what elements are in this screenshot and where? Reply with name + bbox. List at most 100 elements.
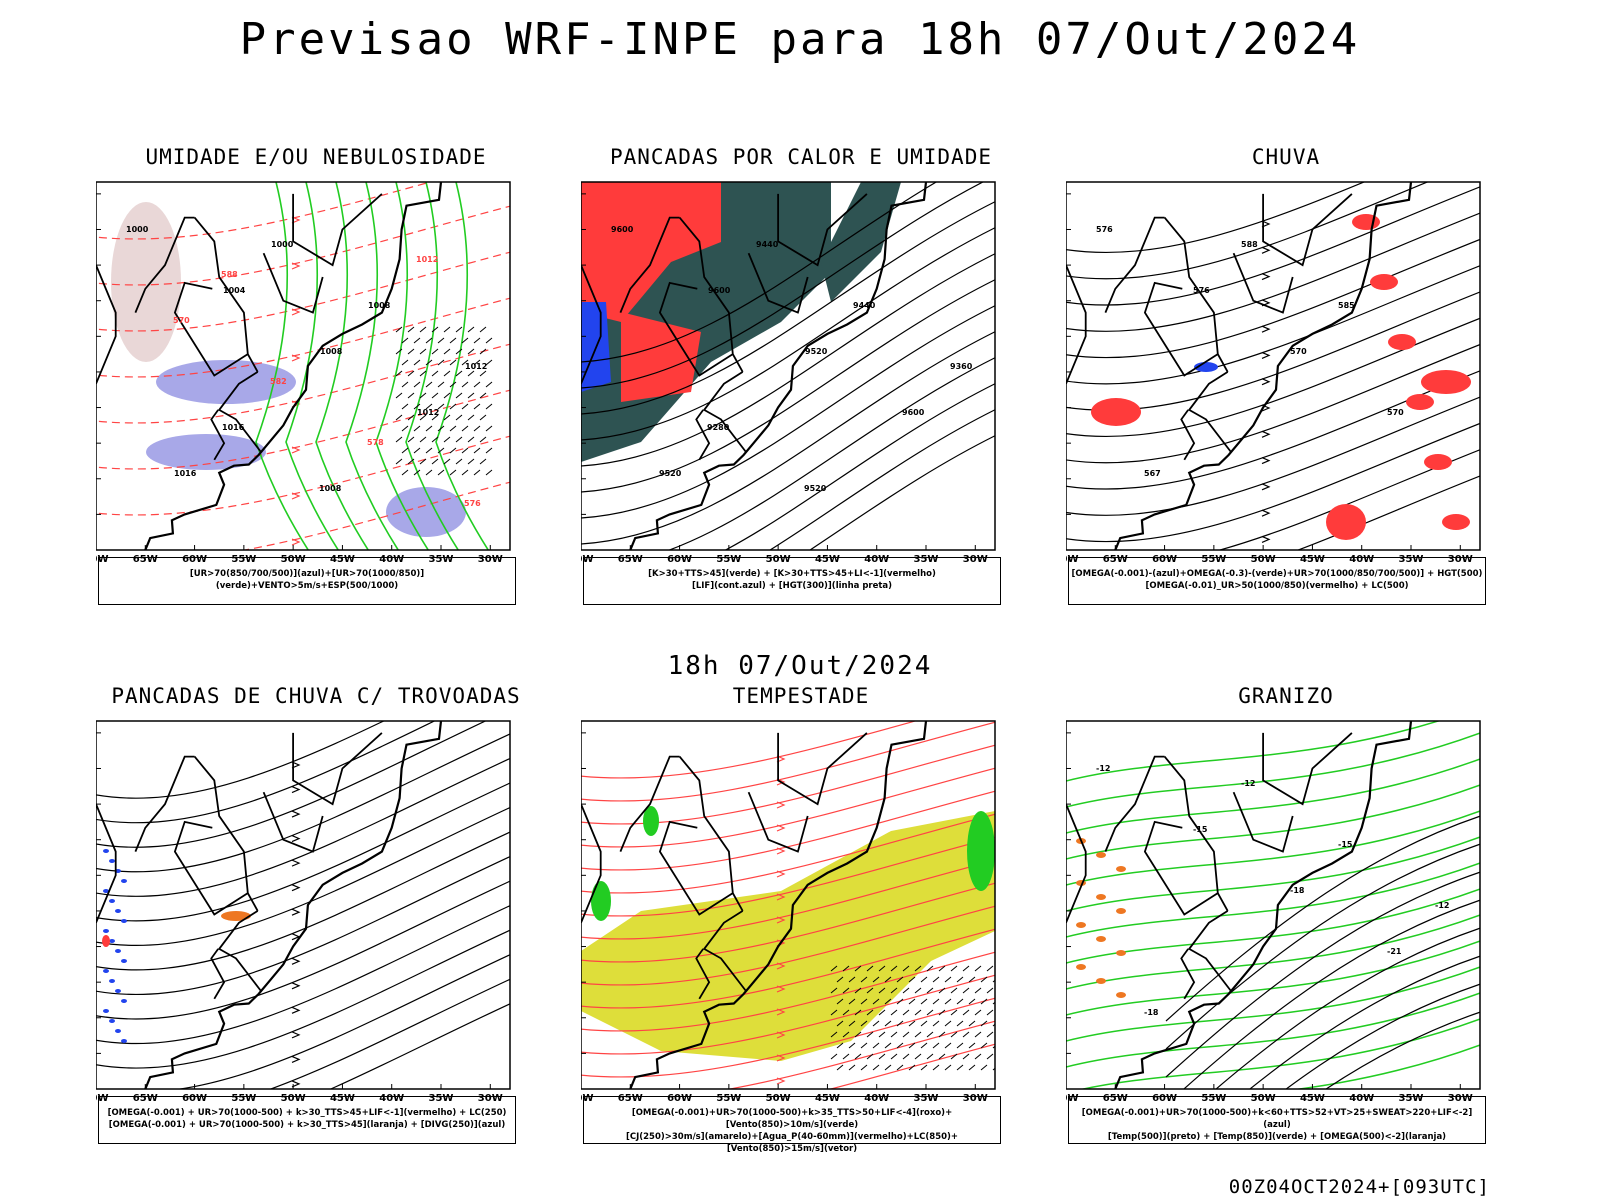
wind-vector: [437, 403, 445, 410]
strong-wind-area: [591, 881, 611, 921]
rain-area: [1406, 394, 1434, 410]
panel-title: PANCADAS POR CALOR E UMIDADE: [609, 145, 992, 169]
wind-vector: [890, 1053, 898, 1060]
contour-label: 585: [1338, 301, 1355, 310]
streamline: [1217, 449, 1480, 550]
wind-vector: [878, 965, 886, 972]
wind-vector: [443, 348, 451, 355]
streamline: [1066, 317, 1480, 438]
wind-vector: [884, 976, 892, 983]
green-humidity-contour: [435, 182, 490, 550]
wind-vector: [866, 1009, 874, 1016]
wind-vector: [992, 1001, 995, 1005]
flow-arrow: [291, 884, 301, 892]
streamline: [1066, 265, 1480, 385]
wind-vector: [950, 965, 958, 972]
map-thunder-showers: 12S15S18S21S24S27S30S33S36S39S42S70W65W6…: [96, 720, 511, 1104]
streamline: [581, 813, 995, 894]
lon-tick-label: 65W: [1103, 554, 1128, 565]
wind-vector: [902, 1053, 910, 1060]
flow-arrow: [1261, 246, 1271, 254]
map-frame: [1066, 720, 1481, 1090]
lon-tick-label: 55W: [231, 1093, 256, 1104]
flow-arrow: [291, 308, 301, 316]
contour-label: -15: [1338, 840, 1353, 849]
omega-area: [1096, 936, 1106, 942]
run-time-stamp: 00Z04OCT2024+[093UTC]: [1228, 1176, 1490, 1198]
wind-vector: [926, 987, 934, 994]
border-line: [619, 216, 680, 313]
streamline: [581, 882, 995, 963]
streamline: [96, 297, 510, 378]
contour-label: 576: [464, 499, 481, 508]
wind-vector: [395, 326, 403, 333]
coastline: [629, 721, 928, 1089]
wind-vector: [854, 1031, 862, 1038]
hgt300-contour: [581, 182, 938, 363]
flow-arrow: [776, 985, 786, 993]
instability-area: [581, 182, 721, 322]
streamline: [1066, 182, 1366, 254]
lon-tick-label: 50W: [1251, 1093, 1276, 1104]
flow-arrow: [291, 810, 301, 818]
wind-vector: [980, 998, 988, 1005]
rain-area: [1442, 514, 1470, 530]
wind-vector: [914, 1031, 922, 1038]
hgt300-contour: [581, 201, 995, 415]
wind-vector: [431, 414, 439, 421]
wind-vector: [854, 965, 862, 972]
wind-vector: [908, 998, 916, 1005]
wind-vector: [992, 1045, 995, 1049]
wind-vector: [968, 976, 976, 983]
streamline: [96, 757, 510, 897]
wind-vector: [884, 1042, 892, 1049]
flow-arrow: [291, 908, 301, 916]
divergence-point: [115, 1029, 121, 1033]
temp850-contour: [1066, 732, 1480, 808]
border-line: [1163, 756, 1229, 912]
border-line: [658, 281, 734, 377]
wind-vector: [872, 998, 880, 1005]
border-line: [1262, 193, 1353, 267]
wind-vector: [866, 1053, 874, 1060]
wind-vector: [956, 976, 964, 983]
wind-vector: [830, 1009, 838, 1016]
contour-label: -18: [1290, 886, 1305, 895]
wind-vector: [437, 425, 445, 432]
divergence-point: [103, 849, 109, 853]
border-line: [1180, 409, 1196, 461]
streamline: [581, 744, 995, 825]
border-line: [173, 281, 249, 377]
divergence-point: [121, 919, 127, 923]
wind-vector: [461, 447, 469, 454]
streamline: [581, 905, 995, 986]
coastline: [144, 182, 443, 550]
temp500-contour: [1249, 955, 1480, 1089]
temp500-contour: [1285, 983, 1480, 1089]
wind-vector: [431, 370, 439, 377]
temp850-contour: [1079, 1018, 1480, 1089]
wind-vector: [431, 392, 439, 399]
lon-tick-label: 35W: [914, 554, 939, 565]
wind-vector: [902, 1031, 910, 1038]
lon-tick-label: 65W: [618, 1093, 643, 1104]
streamline: [1066, 370, 1480, 490]
border-line: [193, 756, 259, 912]
wind-vector: [938, 987, 946, 994]
border-line: [678, 217, 744, 373]
streamline: [581, 859, 995, 940]
wind-vector: [962, 1031, 970, 1038]
wind-vector: [848, 1020, 856, 1027]
hgt300-contour: [581, 253, 995, 467]
contour-label: 1000: [126, 225, 149, 234]
border-line: [1187, 371, 1232, 453]
wind-vector: [413, 425, 421, 432]
border-line: [262, 791, 324, 853]
wind-vector: [932, 1020, 940, 1027]
rain-area: [1326, 504, 1366, 540]
panel-title: PANCADAS DE CHUVA C/ TROVOADAS: [111, 684, 521, 708]
hgt300-contour: [581, 182, 985, 389]
wind-vector: [407, 348, 415, 355]
lon-tick-label: 40W: [864, 1093, 889, 1104]
wind-vector: [848, 976, 856, 983]
